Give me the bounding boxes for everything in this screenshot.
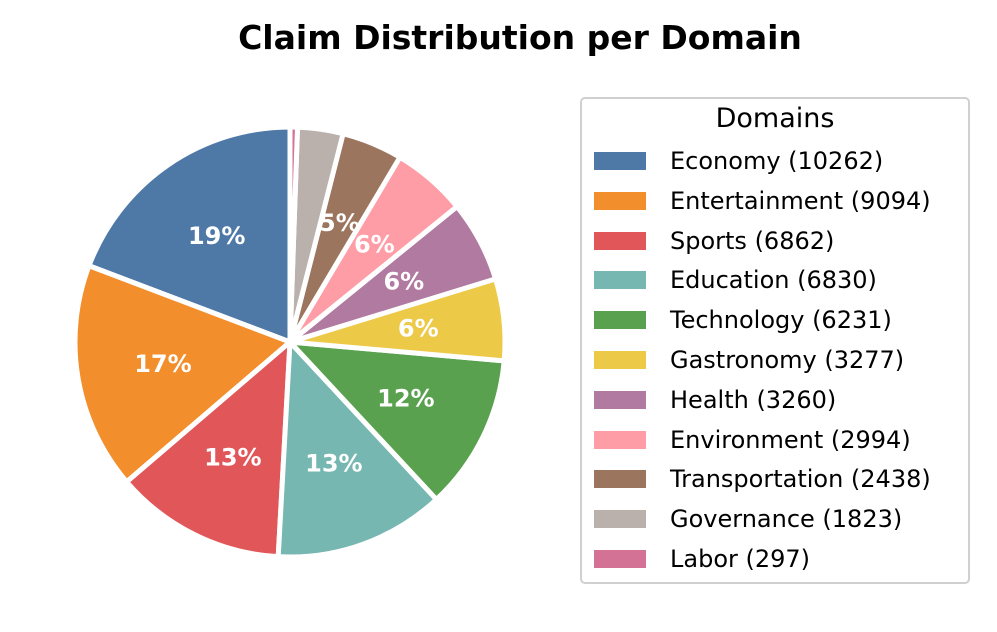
legend-entry-transportation: Transportation (2438) — [594, 461, 931, 497]
pie-slice-technology — [287, 339, 507, 502]
pie-slice-education — [275, 339, 439, 560]
pie-label-entertainment: 17% — [134, 350, 191, 378]
legend-entry-sports: Sports (6862) — [594, 223, 834, 259]
legend-swatch — [594, 152, 646, 170]
legend-label: Gastronomy (3277) — [670, 346, 905, 374]
legend-entry-economy: Economy (10262) — [594, 143, 883, 179]
legend-entry-health: Health (3260) — [594, 382, 836, 418]
legend-swatch — [594, 231, 646, 250]
legend-swatch — [594, 191, 646, 210]
legend-entry-education: Education (6830) — [594, 262, 877, 298]
pie-slice-economy — [86, 124, 293, 345]
legend-swatch — [594, 510, 646, 529]
legend-label: Education (6830) — [670, 266, 877, 295]
legend-label: Transportation (2438) — [670, 465, 931, 494]
legend-entry-labor: Labor (297) — [594, 541, 810, 577]
legend-title: Domains — [715, 103, 835, 134]
pie-label-education: 13% — [305, 449, 362, 477]
pie-label-technology: 12% — [377, 385, 434, 413]
legend-label: Health (3260) — [670, 385, 837, 414]
pie-labels: 19%17%13% 13%12%6%6%6%5% — [134, 209, 438, 477]
pie-label-environment: 6% — [354, 230, 395, 258]
pie-label-sports: 13% — [204, 444, 261, 472]
pie-label-economy: 19% — [188, 222, 245, 250]
legend-label: Entertainment (9094) — [670, 186, 931, 215]
legend-label: Economy (10262) — [670, 147, 884, 175]
legend-swatch — [594, 351, 646, 369]
chart-title-text: Claim Distribution per Domain — [238, 18, 802, 57]
legend-label: Technology (6231) — [670, 306, 892, 335]
legend-swatch — [594, 550, 646, 568]
pie-slice-labor — [287, 124, 301, 345]
legend-swatch — [594, 311, 646, 330]
legend: Domains Economy (10262) Entertainment (90… — [580, 97, 970, 584]
pie-chart: 19%17%13% 13%12%6%6%6%5% — [72, 124, 508, 560]
pie-label-transportation: 5% — [319, 209, 360, 237]
legend-entry-entertainment: Entertainment (9094) — [594, 183, 931, 219]
legend-swatch — [594, 470, 646, 489]
legend-entry-environment: Environment (2994) — [594, 422, 911, 458]
legend-swatch — [594, 271, 646, 290]
legend-label: Labor (297) — [670, 545, 811, 573]
legend-swatch — [594, 430, 646, 449]
legend-swatch — [594, 390, 646, 409]
legend-entry-technology: Technology (6231) — [594, 302, 892, 338]
pie-slice-entertainment — [72, 263, 293, 485]
legend-entry-gastronomy: Gastronomy (3277) — [594, 342, 904, 378]
legend-entry-governance: Governance (1823) — [594, 501, 902, 537]
legend-label: Environment (2994) — [670, 425, 911, 454]
pie-slice-sports — [124, 339, 293, 560]
pie-label-gastronomy: 6% — [398, 314, 439, 342]
pie-slices — [72, 124, 508, 560]
pie-label-health: 6% — [383, 267, 424, 295]
legend-label: Sports (6862) — [670, 226, 835, 255]
legend-label: Governance (1823) — [670, 505, 903, 534]
